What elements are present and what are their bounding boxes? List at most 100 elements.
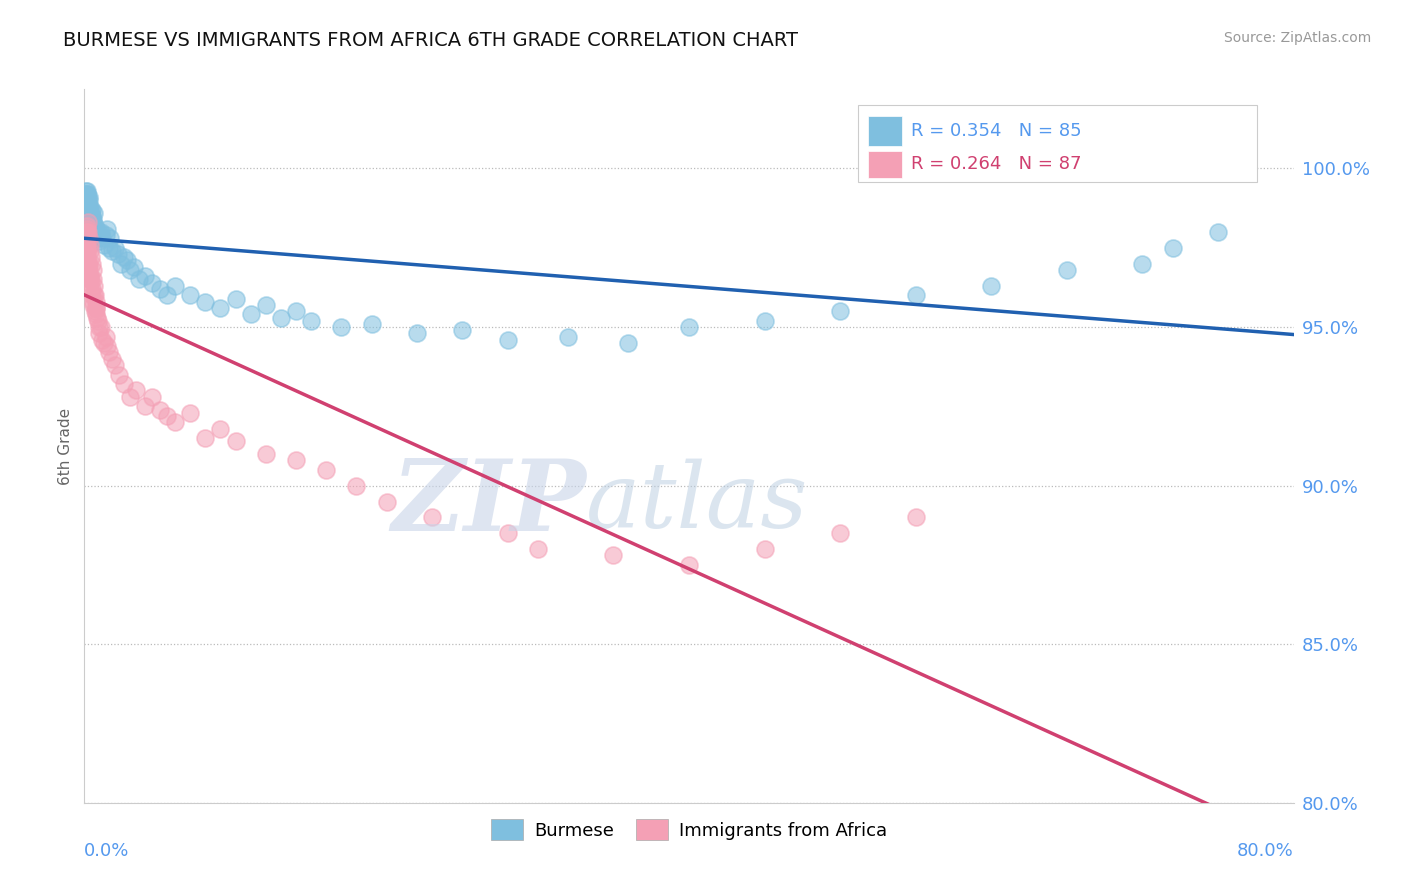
Point bbox=[90, 320, 112, 334]
Point bbox=[75, 219, 97, 233]
Point bbox=[179, 288, 201, 302]
Point bbox=[754, 542, 776, 557]
Point bbox=[1161, 241, 1184, 255]
Point bbox=[100, 244, 122, 258]
Point bbox=[830, 526, 852, 541]
Point bbox=[83, 288, 105, 302]
Point bbox=[75, 250, 97, 264]
Point bbox=[84, 304, 107, 318]
Point bbox=[75, 237, 97, 252]
Point bbox=[79, 200, 101, 214]
Point bbox=[100, 351, 122, 366]
Point bbox=[89, 326, 111, 341]
Point bbox=[82, 212, 104, 227]
FancyBboxPatch shape bbox=[858, 105, 1257, 182]
Point bbox=[128, 272, 150, 286]
Point bbox=[980, 278, 1002, 293]
Point bbox=[108, 368, 131, 382]
Point bbox=[115, 253, 138, 268]
Point bbox=[79, 237, 101, 252]
Point bbox=[93, 237, 115, 252]
Point bbox=[79, 263, 101, 277]
Point bbox=[76, 241, 98, 255]
Point bbox=[86, 301, 108, 315]
Point bbox=[299, 314, 322, 328]
Point bbox=[75, 241, 97, 255]
Point bbox=[87, 228, 110, 243]
Point bbox=[330, 320, 353, 334]
Point bbox=[82, 288, 104, 302]
Point bbox=[97, 241, 120, 255]
Point bbox=[1132, 257, 1154, 271]
Point bbox=[86, 301, 108, 315]
Point bbox=[104, 358, 127, 372]
Point bbox=[86, 310, 108, 325]
Point bbox=[77, 215, 100, 229]
FancyBboxPatch shape bbox=[868, 151, 901, 178]
Point bbox=[97, 345, 120, 359]
Point bbox=[194, 294, 217, 309]
Point bbox=[89, 235, 111, 249]
Point bbox=[84, 225, 107, 239]
Point bbox=[270, 310, 292, 325]
Point bbox=[179, 406, 201, 420]
Point bbox=[76, 184, 98, 198]
Point bbox=[77, 190, 100, 204]
Point bbox=[149, 282, 172, 296]
Point bbox=[75, 209, 97, 223]
Point bbox=[91, 333, 114, 347]
Point bbox=[1056, 263, 1078, 277]
Point bbox=[239, 307, 262, 321]
Point bbox=[104, 241, 127, 255]
Point bbox=[134, 400, 156, 414]
Point bbox=[84, 307, 107, 321]
Point bbox=[156, 409, 179, 423]
Point bbox=[82, 209, 104, 223]
Point bbox=[77, 272, 100, 286]
Point bbox=[118, 263, 141, 277]
Point bbox=[75, 206, 97, 220]
Point bbox=[76, 196, 98, 211]
Point bbox=[77, 202, 100, 217]
Point bbox=[904, 510, 927, 524]
Point bbox=[209, 301, 232, 315]
Point bbox=[75, 212, 97, 227]
Point bbox=[87, 225, 110, 239]
Point bbox=[904, 288, 927, 302]
Point bbox=[82, 272, 104, 286]
Point bbox=[79, 276, 101, 290]
Point bbox=[165, 278, 187, 293]
Point bbox=[76, 237, 98, 252]
Point bbox=[285, 304, 308, 318]
Point bbox=[77, 231, 100, 245]
Point bbox=[77, 196, 100, 211]
Point bbox=[82, 298, 104, 312]
Point bbox=[86, 231, 108, 245]
Point bbox=[94, 228, 117, 243]
Point bbox=[141, 276, 163, 290]
Point bbox=[80, 206, 103, 220]
Point bbox=[76, 221, 98, 235]
Point bbox=[76, 190, 98, 204]
Point bbox=[79, 269, 101, 284]
Point bbox=[90, 225, 112, 239]
Point bbox=[75, 244, 97, 258]
Point bbox=[79, 209, 101, 223]
Point bbox=[80, 250, 103, 264]
Point bbox=[254, 298, 277, 312]
Point bbox=[156, 288, 179, 302]
Y-axis label: 6th Grade: 6th Grade bbox=[58, 408, 73, 484]
Point bbox=[496, 333, 519, 347]
Point bbox=[75, 231, 97, 245]
Point bbox=[406, 326, 429, 341]
Point bbox=[87, 320, 110, 334]
Point bbox=[82, 215, 104, 229]
Point bbox=[149, 402, 172, 417]
Point bbox=[82, 294, 104, 309]
Point bbox=[77, 263, 100, 277]
Point bbox=[75, 200, 97, 214]
Point bbox=[112, 250, 135, 264]
Point bbox=[75, 231, 97, 245]
Point bbox=[80, 202, 103, 217]
Point bbox=[83, 278, 105, 293]
